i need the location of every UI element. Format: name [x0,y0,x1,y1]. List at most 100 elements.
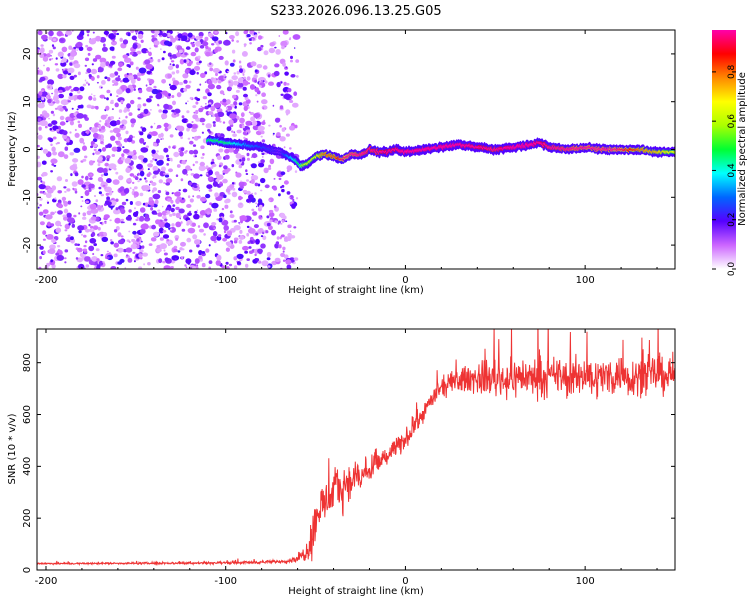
noise-speck [80,196,84,198]
noise-speck [93,132,99,139]
noise-speck [221,207,225,211]
noise-speck [90,229,95,233]
noise-speck [265,230,269,234]
y-tick-label: -10 [22,189,33,205]
noise-speck [181,118,189,124]
noise-speck [283,215,287,220]
noise-speck [108,191,113,196]
noise-speck [139,228,146,234]
noise-speck [139,207,146,213]
noise-speck [199,161,205,167]
noise-speck [255,202,258,205]
noise-speck [43,192,47,195]
noise-speck [136,77,141,81]
noise-speck [51,146,56,152]
noise-speck [51,44,55,47]
noise-speck [187,212,192,217]
noise-speck [208,260,213,264]
noise-speck [106,89,111,94]
noise-speck [46,95,48,97]
noise-speck [153,203,158,208]
noise-speck [218,217,223,223]
noise-speck [224,199,229,204]
noise-speck [41,181,46,185]
noise-speck [278,244,282,249]
noise-speck [209,62,212,65]
noise-speck [152,193,161,200]
noise-speck [182,168,188,175]
noise-speck [82,212,87,217]
noise-speck [278,177,282,181]
noise-speck [180,147,185,151]
noise-speck [213,123,216,127]
noise-speck [64,257,67,260]
noise-speck [160,166,166,172]
noise-speck [260,159,265,164]
noise-speck [191,124,198,129]
noise-speck [210,105,216,112]
noise-speck [142,115,145,118]
noise-speck [208,244,211,247]
noise-speck [223,39,231,46]
noise-speck [187,227,196,234]
noise-speck [178,125,185,132]
noise-speck [81,184,86,188]
noise-speck [289,100,294,103]
noise-speck [225,247,230,252]
noise-speck [244,96,249,101]
noise-speck [64,86,71,91]
noise-speck [95,54,102,60]
noise-speck [76,41,83,48]
noise-speck [158,179,163,184]
noise-speck [198,255,203,260]
noise-speck [132,230,137,235]
noise-speck [204,36,209,42]
noise-speck [120,235,124,238]
noise-speck [96,258,100,262]
noise-speck [158,258,163,264]
noise-speck [110,99,114,103]
noise-speck [294,124,298,129]
noise-speck [126,72,129,76]
noise-speck [250,179,255,184]
noise-speck [234,105,237,109]
noise-speck [55,99,60,104]
noise-speck [163,103,170,110]
noise-speck [40,114,43,117]
noise-speck [258,162,265,168]
noise-speck [66,188,71,192]
noise-speck [201,131,204,134]
noise-speck [202,96,208,100]
noise-speck [163,40,171,46]
noise-speck [218,164,222,168]
x-tick-label: -100 [214,275,237,286]
noise-speck [238,164,243,169]
noise-speck [115,171,119,175]
noise-speck [211,163,217,168]
noise-speck [163,249,166,252]
noise-speck [209,67,214,72]
noise-speck [110,239,113,242]
noise-speck [260,135,263,138]
noise-speck [88,95,93,101]
noise-speck [161,32,168,38]
noise-speck [173,147,176,150]
noise-speck [52,46,56,50]
noise-speck [169,84,177,91]
noise-speck [102,143,105,145]
noise-speck [211,222,217,226]
noise-speck [59,115,65,121]
noise-speck [136,163,143,170]
noise-speck [272,104,275,107]
noise-speck [296,75,299,78]
noise-speck [151,149,156,154]
noise-speck [73,74,78,78]
noise-speck [102,232,108,237]
noise-speck [46,188,54,194]
noise-speck [216,155,222,160]
noise-speck [239,65,242,69]
noise-speck [181,228,186,232]
y-tick-label: 600 [22,405,33,424]
noise-speck [246,190,251,195]
noise-speck [216,174,224,181]
